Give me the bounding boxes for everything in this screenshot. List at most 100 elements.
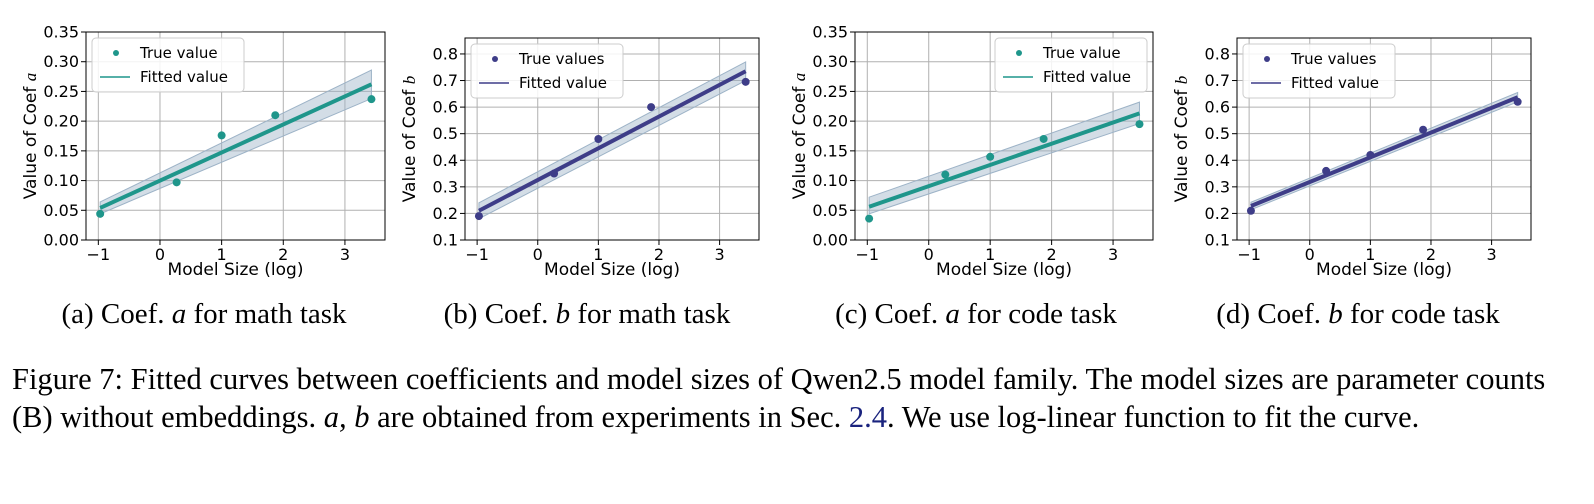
data-point [367, 95, 376, 104]
x-tick-label: −1 [855, 245, 879, 264]
y-tick-label: 0.25 [43, 82, 79, 101]
y-tick-label: 0.7 [1205, 71, 1230, 90]
data-point [1513, 97, 1522, 106]
legend-marker-points [492, 56, 498, 62]
legend-label-line: Fitted value [1043, 68, 1131, 86]
legend-marker-points [113, 50, 119, 56]
legend-box [470, 43, 624, 99]
y-tick-label: 0.8 [1205, 44, 1230, 63]
data-point [1366, 150, 1375, 159]
subcaption-d: (d) Coef. b for code task [1216, 298, 1500, 330]
x-tick-label: 3 [1487, 245, 1497, 264]
legend: True values Fitted value [470, 43, 624, 99]
y-axis-label-var: a [790, 73, 809, 82]
x-tick-label: 1 [217, 245, 227, 264]
data-point [1135, 120, 1144, 129]
y-axis-label: Value of Coef a [790, 73, 810, 200]
subcaption-a: (a) Coef. a for math task [61, 298, 347, 330]
plot-frame [854, 31, 1154, 241]
y-axis-label: Value of Coef b [400, 76, 420, 203]
legend-label-points: True values [518, 50, 605, 68]
y-axis-label: Value of Coef b [1172, 76, 1192, 203]
y-tick-label: 0.15 [812, 141, 848, 160]
x-tick-label: 1 [985, 245, 995, 264]
y-tick-label: 0.6 [1205, 98, 1230, 117]
data-point [741, 77, 750, 86]
y-tick-label: 0.3 [1205, 177, 1230, 196]
legend-label-points: True values [1290, 50, 1377, 68]
figure-charts: −1 0 1 2 30.000.050.100.150.200.250.300.35Mo… [21, 23, 1532, 280]
y-tick-label: 0.1 [433, 231, 458, 250]
legend-label-points: True value [139, 44, 218, 62]
x-tick-label: 1 [1365, 245, 1375, 264]
chart-panel-b: −1 0 1 2 3 0.1 0.2 0.3 0.4 0.5 0.6 0.7 0.8 Model Size… [400, 37, 760, 280]
data-point [271, 111, 280, 120]
data-point [96, 209, 105, 218]
legend-marker-points [1016, 50, 1022, 56]
x-tick-label: −1 [465, 245, 489, 264]
y-tick-label: 0.35 [812, 23, 848, 42]
x-tick-label: 0 [533, 245, 543, 264]
y-tick-label: 0.30 [812, 52, 848, 71]
caption-vars: a, b [323, 400, 370, 434]
y-tick-label: 0.5 [1205, 124, 1230, 143]
x-tick-label: 2 [1426, 245, 1436, 264]
subcaption-c: (c) Coef. a for code task [835, 298, 1117, 330]
y-axis-label-var: a [21, 73, 40, 82]
caption-text-3: . We use log-linear function to fit the … [887, 400, 1420, 434]
data-point [217, 131, 226, 140]
x-tick-label: −1 [1237, 245, 1261, 264]
legend-marker-points [1264, 56, 1270, 62]
y-axis-label-text: Value of Coef [400, 84, 420, 202]
y-tick-label: 0.20 [43, 112, 79, 131]
x-axis-label: Model Size (log) [936, 260, 1072, 280]
figure-caption: Figure 7: Fitted curves between coeffici… [12, 360, 1584, 436]
y-axis-label-text: Value of Coef [21, 81, 41, 199]
legend: True values Fitted value [1242, 43, 1396, 99]
x-tick-label: 3 [340, 245, 350, 264]
legend-label-line: Fitted value [519, 74, 607, 92]
caption-label: Figure 7: [12, 362, 123, 396]
chart-panel-a: −1 0 1 2 3 0.00 0.05 0.10 0.15 0.20 0.25 0.30 0.35 Mo… [21, 23, 386, 280]
fitted-line [99, 82, 373, 210]
legend-box [1242, 43, 1396, 99]
x-axis-label: Model Size (log) [544, 260, 680, 280]
legend: True value Fitted value [91, 37, 245, 93]
x-tick-label: −1 [87, 245, 111, 264]
plot-frame [1236, 37, 1532, 241]
caption-text-2: are obtained from experiments in Sec. [377, 400, 842, 434]
y-tick-label: 0.00 [43, 231, 79, 250]
y-tick-label: 0.8 [433, 44, 458, 63]
y-tick-label: 0.05 [43, 201, 79, 220]
x-tick-label: 2 [1047, 245, 1057, 264]
y-tick-label: 0.3 [433, 177, 458, 196]
fitted-line [1250, 95, 1519, 208]
data-point [594, 135, 603, 143]
data-point [941, 170, 950, 179]
y-tick-label: 0.20 [812, 112, 848, 131]
legend-label-line: Fitted value [140, 68, 228, 86]
chart-panel-d: −1 0 1 2 3 0.1 0.2 0.3 0.4 0.5 0.6 0.7 0.8 Model Size… [1172, 37, 1532, 280]
x-tick-label: 2 [654, 245, 664, 264]
data-point [172, 178, 181, 187]
legend-box [994, 37, 1148, 93]
legend-label-points: True value [1042, 44, 1121, 62]
data-point [550, 169, 559, 178]
x-tick-label: 2 [278, 245, 288, 264]
y-tick-label: 0.5 [433, 124, 458, 143]
plot-frame [85, 31, 386, 241]
data-point [1039, 134, 1048, 143]
data-point [474, 212, 483, 221]
section-reference-link[interactable]: 2.4 [848, 400, 887, 434]
data-point [1246, 206, 1255, 215]
y-tick-label: 0.25 [812, 82, 848, 101]
chart-panel-c: −1 0 1 2 3 0.00 0.05 0.10 0.15 0.20 0.25 0.30 0.35 Mo… [790, 23, 1154, 280]
y-tick-label: 0.2 [433, 204, 458, 223]
y-tick-label: 0.2 [1205, 204, 1230, 223]
subcaption-b: (b) Coef. b for math task [443, 298, 731, 330]
fitted-line [478, 69, 747, 213]
legend: True value Fitted value [994, 37, 1148, 93]
y-tick-label: 0.1 [1205, 231, 1230, 250]
plot-frame [464, 37, 760, 241]
x-tick-label: 3 [1108, 245, 1118, 264]
